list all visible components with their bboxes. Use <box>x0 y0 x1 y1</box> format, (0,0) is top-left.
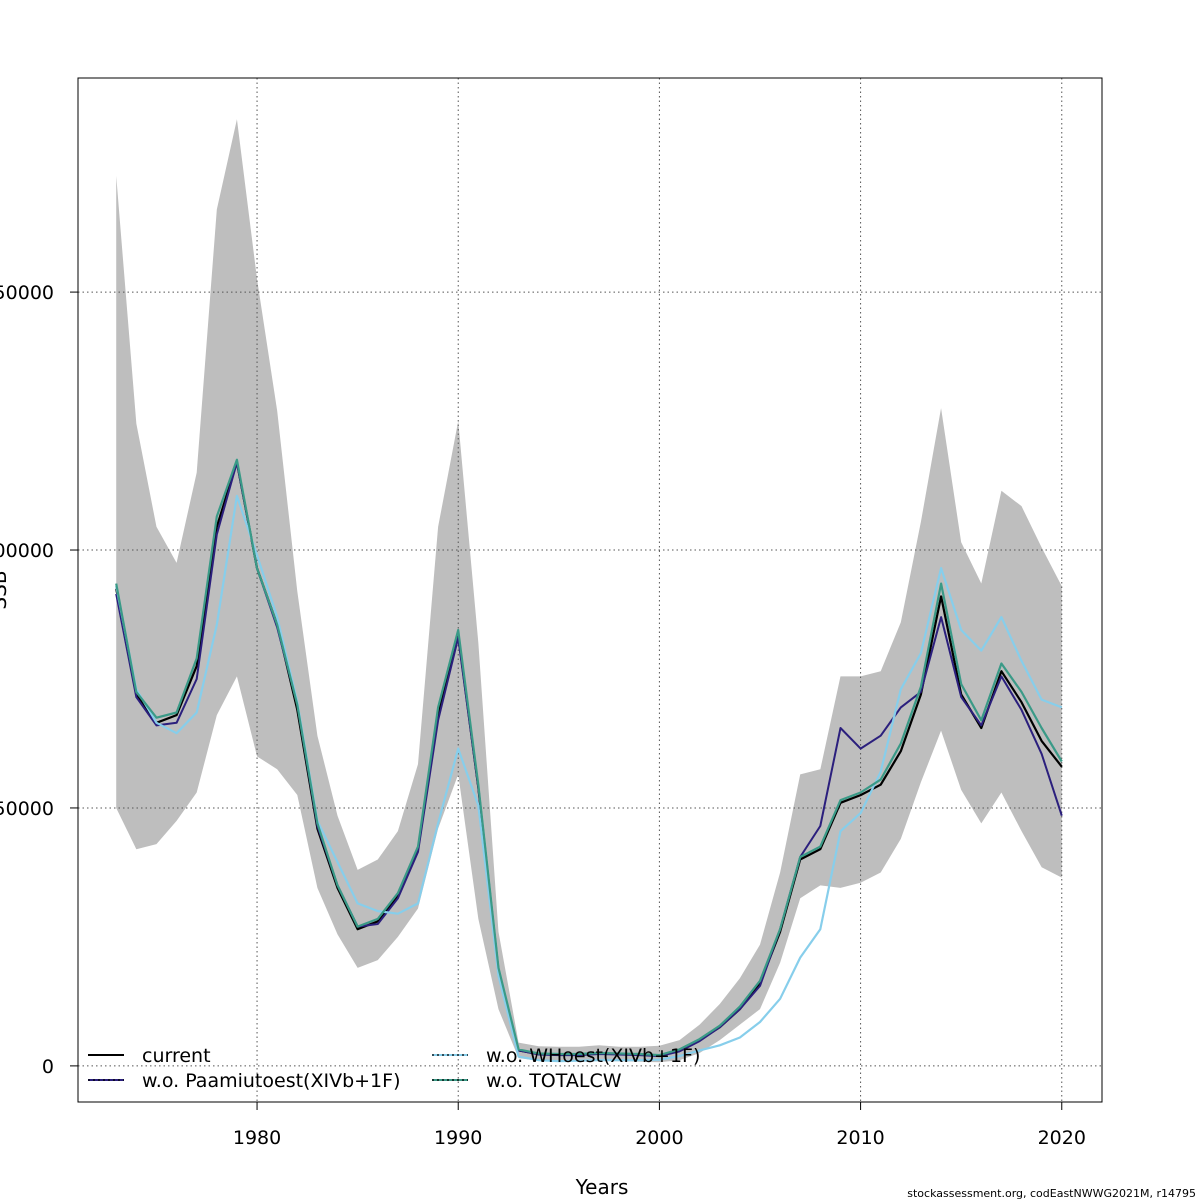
legend-label: w.o. WHoest(XIVb+1F) <box>486 1045 700 1067</box>
y-tick-label: 0 <box>42 1056 54 1078</box>
series-layer <box>115 458 1063 1063</box>
axis-layer: 1980 1990 2000 2010 2020 0 50000 100000 150000 <box>0 282 1086 1149</box>
x-tick-label: 2020 <box>1038 1127 1086 1149</box>
plot-frame <box>77 77 1103 1103</box>
legend-label: w.o. Paamiutoest(XIVb+1F) <box>142 1070 400 1092</box>
x-tick-label: 2010 <box>836 1127 884 1149</box>
x-tick-label: 2000 <box>635 1127 683 1149</box>
series-line-2 <box>115 494 1063 1063</box>
legend-label: w.o. TOTALCW <box>486 1070 622 1092</box>
y-tick-label: 50000 <box>0 798 54 820</box>
confidence-band-layer <box>116 119 1062 1063</box>
confidence-band <box>116 119 1062 1063</box>
legend: current w.o. Paamiutoest(XIVb+1F) w.o. WHo… <box>88 1045 700 1092</box>
x-tick-label: 1990 <box>434 1127 482 1149</box>
x-axis-title: Years <box>575 1175 629 1199</box>
x-tick-label: 1980 <box>233 1127 281 1149</box>
y-tick-label: 100000 <box>0 540 54 562</box>
y-tick-label: 150000 <box>0 282 54 304</box>
credit-text: stockassessment.org, codEastNWWG2021M, r… <box>907 1187 1196 1200</box>
y-axis-title: SSB <box>0 570 11 609</box>
legend-label: current <box>142 1045 211 1067</box>
series-line-3 <box>115 458 1063 1057</box>
